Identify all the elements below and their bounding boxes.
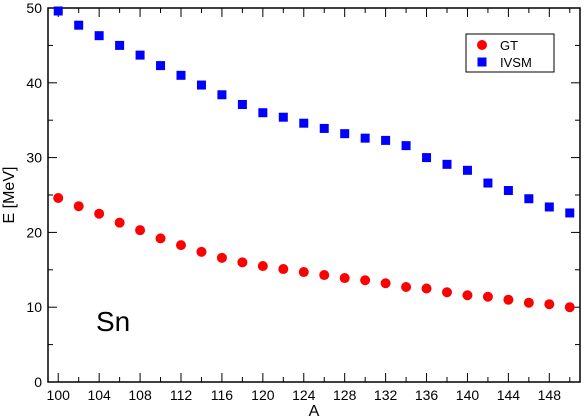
- ivsm-point: [94, 31, 104, 41]
- gt-point: [462, 290, 473, 301]
- ivsm-point: [442, 159, 452, 169]
- gt-point: [482, 291, 493, 302]
- tick-labels: 100 104 108 112 116 120 124 128 132 136 140 144 148 0…: [26, 0, 561, 403]
- y-tick-label: 10: [26, 299, 42, 315]
- ivsm-point: [53, 6, 63, 16]
- x-tick-label: 128: [333, 387, 357, 403]
- ivsm-point: [483, 178, 493, 188]
- y-axis-label: E [MeV]: [1, 167, 18, 224]
- gt-point: [401, 282, 412, 293]
- gt-point: [339, 273, 350, 284]
- gt-point: [278, 264, 289, 275]
- ivsm-point: [237, 99, 247, 109]
- ivsm-point: [156, 61, 166, 71]
- ivsm-point: [503, 186, 513, 196]
- gt-point: [135, 225, 146, 236]
- x-tick-label: 148: [538, 387, 562, 403]
- x-tick-label: 124: [292, 387, 316, 403]
- gt-point: [360, 275, 371, 286]
- legend-ivsm-marker: [477, 57, 487, 67]
- x-axis-label: A: [309, 403, 320, 420]
- x-tick-label: 120: [251, 387, 275, 403]
- ivsm-point: [74, 20, 84, 30]
- x-tick-label: 132: [374, 387, 398, 403]
- ivsm-point: [544, 202, 554, 212]
- y-tick-label: 0: [34, 374, 42, 390]
- gt-point: [196, 246, 207, 257]
- gt-point: [564, 302, 575, 313]
- ivsm-point: [360, 133, 370, 143]
- gt-point: [503, 294, 514, 305]
- ivsm-point: [422, 153, 432, 163]
- ivsm-point: [299, 118, 309, 128]
- data-points: [53, 6, 575, 313]
- ivsm-point: [258, 108, 268, 118]
- legend: GT IVSM: [465, 33, 555, 73]
- x-tick-label: 104: [87, 387, 111, 403]
- gt-point: [176, 240, 186, 251]
- gt-point: [319, 270, 330, 281]
- ivsm-point: [462, 165, 472, 175]
- x-tick-label: 112: [170, 387, 193, 403]
- legend-gt-marker: [477, 40, 487, 50]
- ivsm-point: [381, 135, 391, 145]
- gt-point: [94, 208, 105, 219]
- ivsm-point: [278, 112, 288, 122]
- ivsm-point: [217, 90, 227, 100]
- gt-point: [421, 283, 432, 294]
- gt-point: [544, 299, 555, 310]
- y-tick-label: 30: [26, 150, 42, 166]
- x-tick-label: 144: [497, 387, 521, 403]
- x-tick-label: 140: [456, 387, 480, 403]
- ivsm-point: [524, 194, 534, 204]
- ivsm-point: [176, 70, 186, 80]
- gt-point: [73, 201, 84, 212]
- ivsm-point: [401, 141, 411, 151]
- y-tick-label: 20: [26, 224, 42, 240]
- sn-annotation: Sn: [96, 306, 130, 337]
- x-tick-label: 108: [128, 387, 152, 403]
- ivsm-point: [565, 208, 575, 218]
- legend-gt-label: GT: [500, 38, 518, 53]
- gt-point: [114, 217, 125, 228]
- gt-point: [216, 252, 227, 263]
- gt-point: [155, 233, 166, 244]
- gt-point: [237, 257, 248, 268]
- y-tick-label: 50: [26, 0, 42, 16]
- ivsm-point: [115, 40, 125, 50]
- x-tick-label: 116: [211, 387, 234, 403]
- gt-point: [380, 278, 391, 289]
- legend-ivsm-label: IVSM: [500, 55, 532, 70]
- x-tick-label: 100: [47, 387, 71, 403]
- x-tick-label: 136: [415, 387, 439, 403]
- ivsm-point: [319, 123, 329, 133]
- gt-point: [523, 297, 534, 308]
- ivsm-point: [340, 129, 350, 139]
- gt-point: [53, 192, 64, 203]
- gt-point: [257, 261, 268, 272]
- gt-point: [298, 267, 309, 278]
- ivsm-point: [196, 80, 206, 90]
- y-tick-label: 40: [26, 75, 42, 91]
- gt-point: [442, 287, 452, 298]
- ivsm-point: [135, 50, 145, 60]
